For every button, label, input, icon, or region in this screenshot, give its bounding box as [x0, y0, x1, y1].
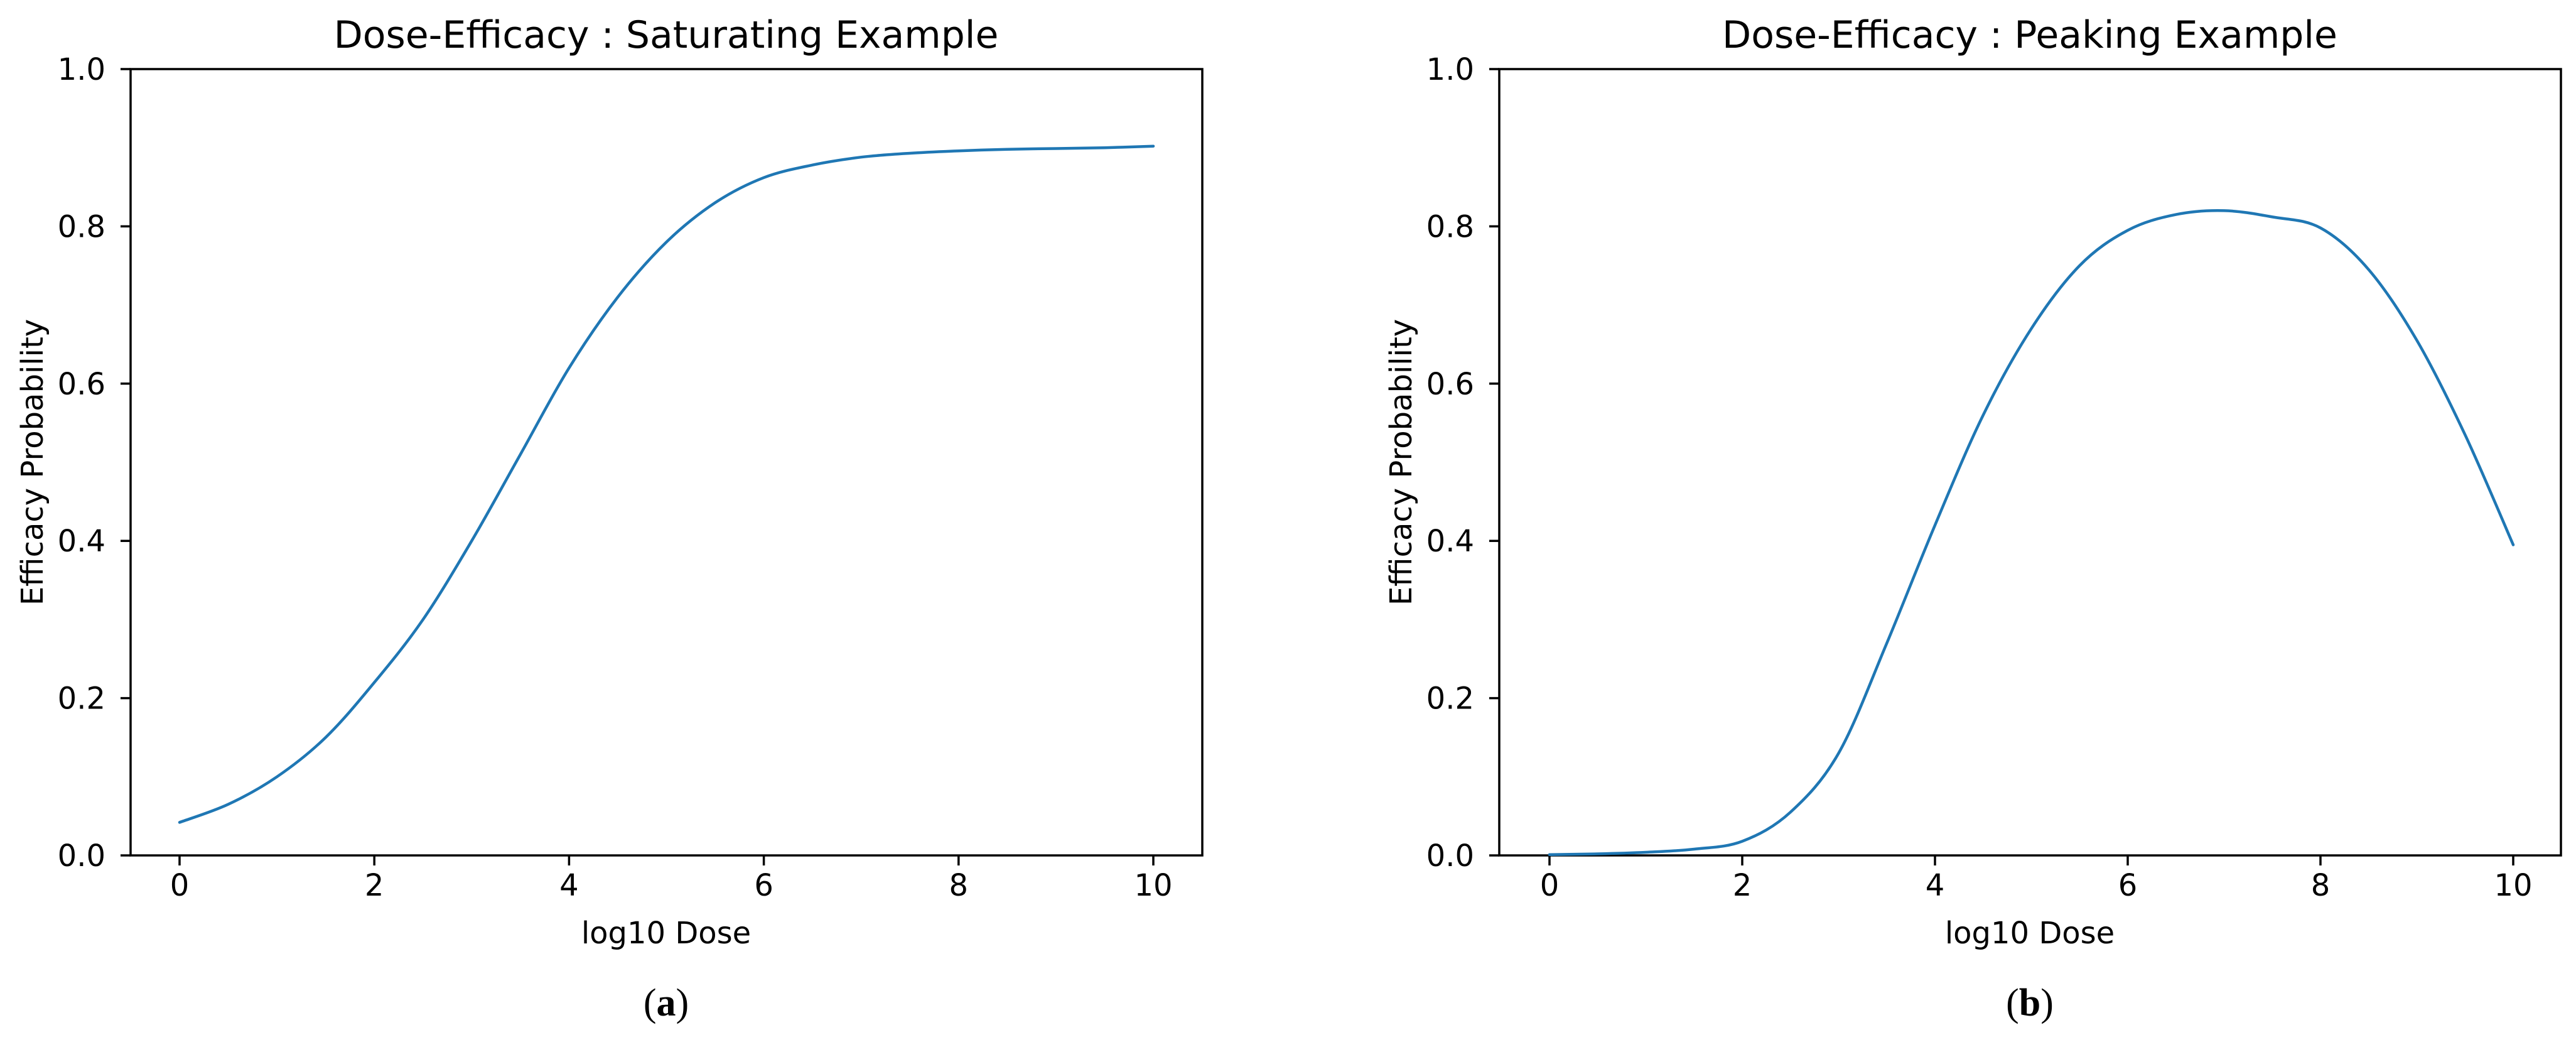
caption-paren: )	[2040, 982, 2054, 1024]
caption-letter: b	[2019, 982, 2040, 1024]
x-tick-label: 4	[1926, 868, 1945, 903]
x-tick-label: 2	[365, 868, 384, 903]
caption-paren: (	[2006, 982, 2019, 1024]
y-tick-label: 0.0	[1426, 838, 1474, 874]
plot-a-ylabel: Efficacy Probability	[15, 319, 50, 605]
plot-a-title: Dose-Efficacy : Saturating Example	[334, 13, 999, 57]
x-tick-label: 6	[2118, 868, 2138, 903]
y-tick-label: 0.6	[1426, 367, 1474, 402]
x-tick-label: 6	[754, 868, 773, 903]
x-tick-label: 10	[1134, 868, 1172, 903]
saturating-efficacy-curve	[178, 144, 1155, 824]
y-tick-label: 0.0	[58, 838, 105, 874]
y-tick-label: 0.4	[1426, 524, 1474, 559]
x-tick-label: 8	[2311, 868, 2331, 903]
y-tick-label: 0.2	[1426, 681, 1474, 717]
caption-letter: a	[657, 982, 676, 1024]
plot-b-spines	[1498, 68, 2562, 857]
x-tick-label: 8	[949, 868, 969, 903]
y-tick-label: 0.4	[58, 524, 105, 559]
x-tick-label: 10	[2494, 868, 2532, 903]
y-tick-label: 0.8	[1426, 209, 1474, 244]
y-tick-label: 0.8	[58, 209, 105, 244]
plot-b-caption: (b)	[2006, 982, 2054, 1024]
caption-paren: (	[644, 982, 657, 1024]
y-tick-label: 0.2	[58, 681, 105, 717]
y-tick-label: 1.0	[58, 52, 105, 87]
y-tick-label: 1.0	[1426, 52, 1474, 87]
x-tick-label: 0	[170, 868, 190, 903]
plot-a-spines	[129, 68, 1204, 857]
plot-b-axes: 0 2 4 6 8 10 0.0 0.2 0.4 0.6 0.8 1.0	[1426, 52, 2562, 903]
peaking-efficacy-curve	[1548, 209, 2515, 856]
plot-b-ylabel: Efficacy Probability	[1384, 319, 1419, 605]
x-tick-label: 4	[559, 868, 579, 903]
plot-b-xlabel: log10 Dose	[1945, 916, 2115, 951]
plot-a-caption: (a)	[644, 982, 689, 1024]
x-tick-label: 0	[1540, 868, 1560, 903]
caption-paren: )	[676, 982, 689, 1024]
plot-b-title: Dose-Efficacy : Peaking Example	[1722, 13, 2337, 57]
x-tick-label: 2	[1733, 868, 1752, 903]
plot-a-xlabel: log10 Dose	[581, 916, 751, 951]
plot-a-axes: 0 2 4 6 8 10 0.0 0.2 0.4 0.6 0.8 1.0	[58, 52, 1204, 903]
y-tick-label: 0.6	[58, 367, 105, 402]
